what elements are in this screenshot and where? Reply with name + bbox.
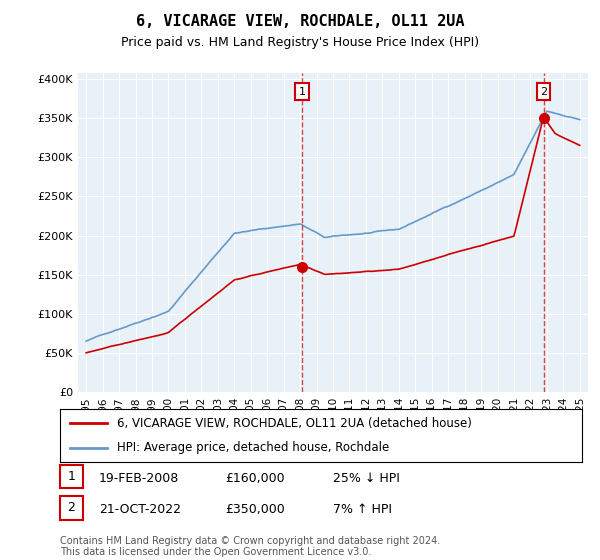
- Text: 1: 1: [67, 470, 76, 483]
- Text: HPI: Average price, detached house, Rochdale: HPI: Average price, detached house, Roch…: [118, 441, 389, 454]
- Text: 19-FEB-2008: 19-FEB-2008: [99, 472, 179, 485]
- Text: Price paid vs. HM Land Registry's House Price Index (HPI): Price paid vs. HM Land Registry's House …: [121, 36, 479, 49]
- Text: 6, VICARAGE VIEW, ROCHDALE, OL11 2UA: 6, VICARAGE VIEW, ROCHDALE, OL11 2UA: [136, 14, 464, 29]
- Text: 25% ↓ HPI: 25% ↓ HPI: [333, 472, 400, 485]
- Text: £160,000: £160,000: [225, 472, 284, 485]
- Text: 2: 2: [67, 501, 76, 515]
- Text: 1: 1: [299, 87, 305, 96]
- Text: 21-OCT-2022: 21-OCT-2022: [99, 503, 181, 516]
- Text: 7% ↑ HPI: 7% ↑ HPI: [333, 503, 392, 516]
- Text: Contains HM Land Registry data © Crown copyright and database right 2024.
This d: Contains HM Land Registry data © Crown c…: [60, 535, 440, 557]
- Text: £350,000: £350,000: [225, 503, 285, 516]
- Text: 2: 2: [540, 87, 547, 96]
- Text: 6, VICARAGE VIEW, ROCHDALE, OL11 2UA (detached house): 6, VICARAGE VIEW, ROCHDALE, OL11 2UA (de…: [118, 417, 472, 430]
